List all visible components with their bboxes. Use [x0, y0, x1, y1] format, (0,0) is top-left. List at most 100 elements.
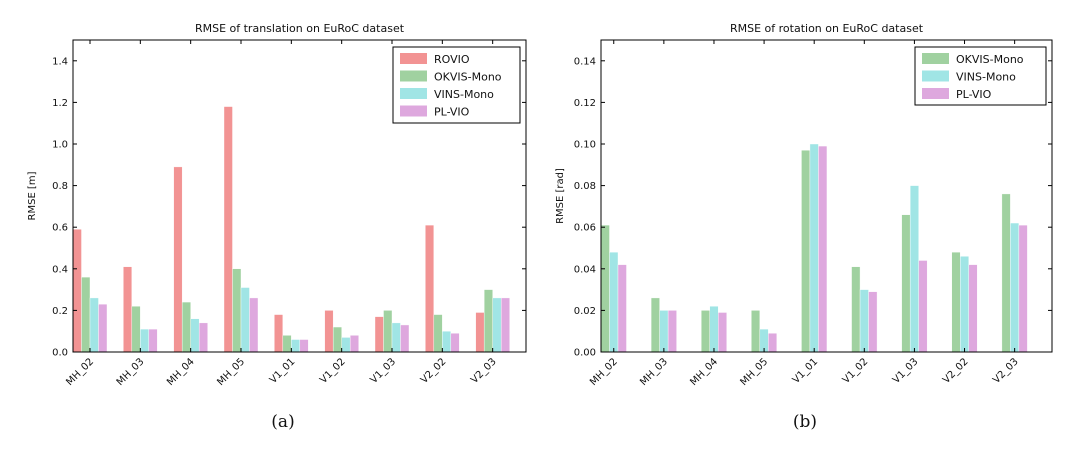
y-tick-label: 0.06: [574, 223, 596, 234]
bar-vins-mono-v1-01: [809, 143, 819, 353]
y-tick-label: 0.00: [574, 348, 596, 359]
bar-pl-vio-v1-01: [818, 145, 828, 353]
bar-vins-mono-mh-02: [609, 251, 619, 353]
y-axis-label: RMSE [m]: [27, 171, 38, 220]
panel-caption: (a): [271, 412, 294, 432]
y-tick-label: 0.0: [52, 348, 68, 359]
bar-rovio-v2-02: [425, 224, 435, 353]
bar-okvis-mono-v2-02: [951, 251, 961, 353]
y-tick-label: 0.6: [52, 223, 68, 234]
bar-okvis-mono-mh-03: [131, 306, 141, 353]
bar-vins-mono-v1-03: [391, 322, 401, 353]
plot-frame: [72, 39, 527, 353]
bar-vins-mono-v1-02: [859, 289, 869, 353]
bar-okvis-mono-v1-01: [801, 150, 811, 353]
legend-label: ROVIO: [434, 53, 470, 66]
chart-rotation: RMSE of rotation on EuRoC dataset RMSE [r…: [555, 22, 1053, 432]
bar-okvis-mono-v2-02: [433, 314, 443, 353]
bar-okvis-mono-mh-04: [181, 301, 191, 353]
x-tick-label: MH_03: [638, 356, 670, 388]
x-tick-label: V1_02: [841, 356, 871, 386]
bar-rovio-mh-04: [173, 166, 183, 353]
bar-okvis-mono-v2-03: [1001, 193, 1011, 353]
y-tick-label: 0.04: [574, 264, 596, 275]
y-tick-label: 0.12: [574, 98, 596, 109]
bar-pl-vio-v1-03: [918, 260, 928, 353]
bar-okvis-mono-mh-04: [701, 310, 710, 353]
bar-pl-vio-v2-03: [500, 297, 510, 353]
legend-swatch: [400, 70, 427, 82]
bar-okvis-mono-v1-03: [383, 310, 393, 353]
x-tick-label: V2_02: [941, 356, 971, 386]
bar-vins-mono-v2-03: [492, 297, 502, 353]
bar-rovio-mh-05: [223, 106, 233, 353]
chart-title: RMSE of rotation on EuRoC dataset: [730, 22, 924, 35]
bar-pl-vio-v2-02: [968, 264, 978, 353]
x-tick-label: MH_04: [165, 356, 197, 388]
bar-okvis-mono-v1-03: [901, 214, 911, 353]
bar-rovio-v2-03: [475, 312, 485, 353]
bar-pl-vio-mh-04: [198, 322, 208, 353]
legend: OKVIS-Mono VINS-Mono PL-VIO: [914, 46, 1047, 106]
x-tick-label: V1_01: [791, 356, 821, 386]
bar-pl-vio-mh-02: [98, 303, 108, 353]
bar-pl-vio-mh-03: [148, 328, 158, 353]
bar-vins-mono-mh-05: [240, 287, 250, 353]
x-tick-label: V1_01: [268, 356, 298, 386]
bar-pl-vio-v1-02: [349, 335, 359, 353]
bar-pl-vio-mh-05: [249, 297, 259, 353]
x-tick-label: MH_02: [588, 356, 620, 388]
bar-vins-mono-v1-01: [291, 339, 301, 353]
panel-caption: (b): [793, 412, 817, 432]
legend-swatch: [922, 88, 949, 99]
x-tick-label: V1_02: [318, 356, 348, 386]
chart-title: RMSE of translation on EuRoC dataset: [195, 22, 405, 35]
bar-vins-mono-mh-03: [140, 328, 150, 353]
bar-rovio-mh-03: [123, 266, 133, 353]
x-tick-label: MH_03: [115, 356, 147, 388]
bar-vins-mono-mh-04: [190, 318, 200, 353]
bar-okvis-mono-mh-03: [650, 297, 660, 353]
bar-pl-vio-v1-02: [868, 291, 878, 353]
bar-vins-mono-mh-04: [709, 306, 719, 353]
y-tick-label: 0.14: [574, 56, 596, 67]
bar-okvis-mono-v2-03: [483, 289, 493, 353]
bar-pl-vio-mh-03: [667, 310, 677, 353]
legend-label: OKVIS-Mono: [956, 53, 1024, 66]
bar-vins-mono-v2-03: [1010, 222, 1020, 353]
bar-rovio-v1-01: [274, 314, 284, 353]
bar-vins-mono-mh-02: [89, 297, 99, 353]
y-axis-label: RMSE [rad]: [555, 168, 566, 224]
y-tick-label: 0.10: [574, 140, 596, 151]
bar-vins-mono-v1-02: [341, 337, 351, 353]
bar-pl-vio-mh-04: [718, 312, 727, 353]
x-tick-label: V1_03: [891, 356, 921, 386]
plot-frame: [600, 39, 1053, 353]
y-tick-label: 0.8: [52, 181, 68, 192]
x-tick-label: V2_03: [991, 356, 1021, 386]
legend-swatch: [400, 88, 427, 99]
y-tick-label: 0.4: [52, 264, 68, 275]
legend-label: PL-VIO: [434, 106, 470, 119]
x-tick-label: V2_03: [469, 356, 499, 386]
y-tick-label: 1.0: [52, 140, 68, 151]
bar-pl-vio-v1-01: [299, 339, 309, 353]
bar-rovio-v1-03: [374, 316, 384, 353]
legend-label: OKVIS-Mono: [434, 71, 502, 84]
bar-pl-vio-mh-05: [768, 333, 778, 353]
x-tick-label: MH_02: [64, 356, 96, 388]
legend: ROVIO OKVIS-Mono VINS-Mono PL-VIO: [392, 46, 521, 124]
bar-okvis-mono-mh-02: [81, 276, 91, 353]
bar-vins-mono-mh-03: [659, 310, 669, 353]
y-tick-label: 0.2: [52, 306, 68, 317]
bar-pl-vio-v1-03: [400, 324, 410, 353]
y-tick-label: 1.4: [52, 56, 68, 67]
bar-pl-vio-mh-02: [617, 264, 627, 353]
y-tick-label: 0.02: [574, 306, 596, 317]
x-tick-label: MH_04: [688, 356, 720, 388]
bar-pl-vio-v2-02: [450, 333, 460, 353]
x-tick-label: V2_02: [419, 356, 449, 386]
bar-okvis-mono-v1-02: [851, 266, 861, 353]
bar-vins-mono-v2-02: [442, 331, 452, 353]
legend-label: VINS-Mono: [956, 71, 1016, 84]
